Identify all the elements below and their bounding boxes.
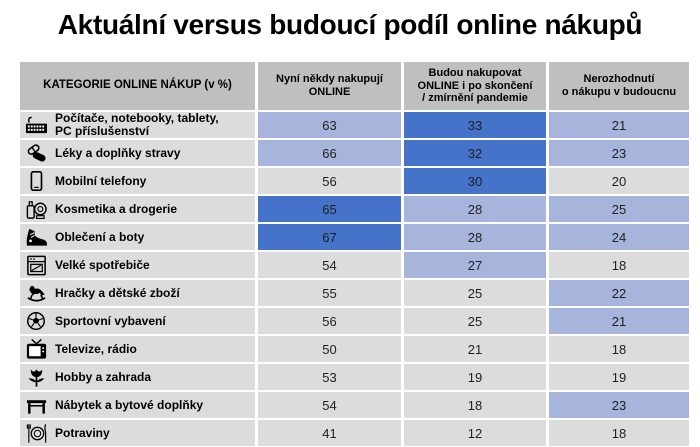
- header-current-online: Nyní někdy nakupují ONLINE: [258, 62, 401, 110]
- category-cell: Oblečení a boty: [20, 224, 255, 250]
- category-label: Nábytek a bytové doplňky: [55, 397, 204, 412]
- value-cell: 20: [549, 168, 689, 194]
- category-cell: Televize, rádio: [20, 336, 255, 362]
- page-title: Aktuální versus budoucí podíl online nák…: [57, 9, 643, 40]
- table-icon: [23, 393, 49, 417]
- appliance-icon: [23, 253, 49, 277]
- value-cell: 56: [258, 168, 401, 194]
- tv-icon: [23, 337, 49, 361]
- category-label: Potraviny: [55, 425, 110, 440]
- value-cell: 67: [258, 224, 401, 250]
- category-label: Počítače, notebooky, tablety, PC přísluš…: [55, 112, 219, 138]
- online-shopping-table: KATEGORIE ONLINE NÁKUP (v %) Nyní někdy …: [20, 62, 689, 446]
- value-cell: 25: [404, 308, 546, 334]
- value-cell: 19: [549, 364, 689, 390]
- value-cell: 32: [404, 140, 546, 166]
- sneaker-icon: [23, 225, 49, 249]
- pills-icon: [23, 141, 49, 165]
- category-cell: Počítače, notebooky, tablety, PC přísluš…: [20, 112, 255, 138]
- category-label: Léky a doplňky stravy: [55, 145, 181, 160]
- category-label: Kosmetika a drogerie: [55, 201, 178, 216]
- smartphone-icon: [23, 169, 49, 193]
- value-cell: 54: [258, 392, 401, 418]
- value-cell: 25: [549, 196, 689, 222]
- value-cell: 65: [258, 196, 401, 222]
- value-cell: 27: [404, 252, 546, 278]
- category-cell: Mobilní telefony: [20, 168, 255, 194]
- category-cell: Léky a doplňky stravy: [20, 140, 255, 166]
- value-cell: 63: [258, 112, 401, 138]
- value-cell: 24: [549, 224, 689, 250]
- soccer-ball-icon: [23, 309, 49, 333]
- value-cell: 23: [549, 392, 689, 418]
- value-cell: 18: [404, 392, 546, 418]
- value-cell: 22: [549, 280, 689, 306]
- value-cell: 66: [258, 140, 401, 166]
- value-cell: 12: [404, 420, 546, 446]
- value-cell: 19: [404, 364, 546, 390]
- value-cell: 23: [549, 140, 689, 166]
- value-cell: 28: [404, 224, 546, 250]
- value-cell: 54: [258, 252, 401, 278]
- category-label: Hračky a dětské zboží: [55, 285, 180, 300]
- value-cell: 18: [549, 336, 689, 362]
- value-cell: 21: [404, 336, 546, 362]
- value-cell: 33: [404, 112, 546, 138]
- value-cell: 25: [404, 280, 546, 306]
- value-cell: 18: [549, 252, 689, 278]
- header-undecided: Nerozhodnutí o nákupu v budoucnu: [549, 62, 689, 110]
- category-label: Mobilní telefony: [55, 173, 147, 188]
- header-future-online: Budou nakupovat ONLINE i po skončení / z…: [404, 62, 546, 110]
- value-cell: 56: [258, 308, 401, 334]
- value-cell: 30: [404, 168, 546, 194]
- cosmetics-icon: [23, 197, 49, 221]
- dining-icon: [23, 421, 49, 445]
- rocking-horse-icon: [23, 281, 49, 305]
- category-cell: Kosmetika a drogerie: [20, 196, 255, 222]
- value-cell: 53: [258, 364, 401, 390]
- category-cell: Sportovní vybavení: [20, 308, 255, 334]
- category-label: Hobby a zahrada: [55, 369, 152, 384]
- value-cell: 28: [404, 196, 546, 222]
- value-cell: 21: [549, 308, 689, 334]
- value-cell: 50: [258, 336, 401, 362]
- value-cell: 21: [549, 112, 689, 138]
- value-cell: 55: [258, 280, 401, 306]
- tulip-icon: [23, 365, 49, 389]
- category-cell: Nábytek a bytové doplňky: [20, 392, 255, 418]
- category-cell: Hračky a dětské zboží: [20, 280, 255, 306]
- category-cell: Hobby a zahrada: [20, 364, 255, 390]
- category-cell: Velké spotřebiče: [20, 252, 255, 278]
- header-category: KATEGORIE ONLINE NÁKUP (v %): [20, 62, 255, 110]
- category-label: Televize, rádio: [55, 341, 137, 356]
- value-cell: 41: [258, 420, 401, 446]
- keyboard-icon: [23, 113, 49, 137]
- category-label: Velké spotřebiče: [55, 257, 150, 272]
- category-label: Oblečení a boty: [55, 229, 145, 244]
- value-cell: 18: [549, 420, 689, 446]
- category-cell: Potraviny: [20, 420, 255, 446]
- category-label: Sportovní vybavení: [55, 313, 166, 328]
